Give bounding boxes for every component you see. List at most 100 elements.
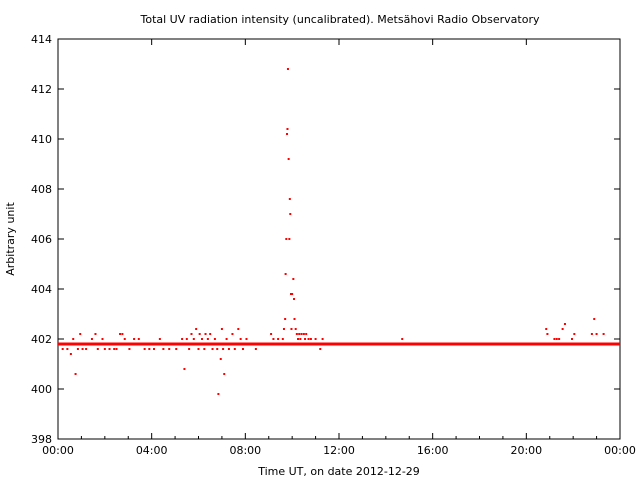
data-point — [284, 318, 287, 320]
data-point — [225, 338, 228, 340]
data-point — [546, 333, 549, 335]
data-point — [279, 343, 282, 345]
data-point — [298, 333, 301, 335]
data-point — [573, 333, 576, 335]
data-point — [133, 338, 136, 340]
data-point — [289, 213, 292, 215]
data-point — [183, 368, 186, 370]
data-point — [321, 338, 324, 340]
data-point — [192, 338, 195, 340]
plot-frame — [57, 38, 621, 440]
data-point — [220, 328, 223, 330]
data-point — [288, 198, 291, 200]
data-point — [143, 348, 146, 350]
data-points — [58, 68, 620, 395]
data-point — [233, 348, 236, 350]
data-point — [561, 328, 564, 330]
data-point — [293, 298, 296, 300]
data-point — [286, 68, 289, 70]
data-point — [295, 333, 298, 335]
data-point — [284, 273, 287, 275]
data-point — [593, 318, 596, 320]
data-point — [555, 338, 558, 340]
y-axis: 398 400 402 404 406 408 410 412 414 — [31, 33, 620, 446]
data-point — [227, 348, 230, 350]
data-point — [222, 348, 225, 350]
data-point — [308, 343, 311, 345]
data-point — [198, 333, 201, 335]
data-point — [188, 348, 191, 350]
data-point — [181, 338, 184, 340]
data-point — [123, 338, 126, 340]
data-point — [286, 133, 289, 135]
x-tick-label: 12:00 — [323, 444, 355, 457]
x-tick-label: 08:00 — [229, 444, 261, 457]
data-point — [563, 323, 566, 325]
data-point — [249, 343, 252, 345]
data-point — [195, 328, 198, 330]
x-axis-label: Time UT, on date 2012-12-29 — [257, 465, 420, 478]
data-point — [558, 338, 561, 340]
data-point — [128, 348, 131, 350]
y-axis-label: Arbitrary unit — [4, 202, 17, 276]
x-tick-label: 20:00 — [510, 444, 542, 457]
data-point — [292, 278, 295, 280]
data-point — [211, 348, 214, 350]
y-tick-label: 402 — [31, 333, 52, 346]
data-point — [277, 338, 280, 340]
y-tick-label: 406 — [31, 233, 52, 246]
data-point — [290, 328, 293, 330]
data-point — [312, 343, 315, 345]
data-point — [288, 238, 291, 240]
y-tick-label: 408 — [31, 183, 52, 196]
y-tick-label: 410 — [31, 133, 52, 146]
data-point — [76, 348, 79, 350]
data-point — [287, 158, 290, 160]
data-point — [302, 333, 305, 335]
data-point — [153, 348, 156, 350]
data-point — [175, 348, 178, 350]
data-point — [272, 338, 275, 340]
data-point — [223, 373, 226, 375]
data-point — [291, 293, 294, 295]
data-point — [217, 393, 220, 395]
data-point — [168, 348, 171, 350]
data-point — [66, 348, 69, 350]
data-point — [545, 328, 548, 330]
data-point — [595, 333, 598, 335]
data-point — [307, 338, 310, 340]
y-tick-label: 400 — [31, 383, 52, 396]
data-point — [602, 333, 605, 335]
data-point — [197, 348, 200, 350]
data-point — [148, 348, 151, 350]
data-point — [304, 338, 307, 340]
data-point — [209, 333, 212, 335]
data-point — [285, 238, 288, 240]
data-point — [115, 348, 118, 350]
data-point — [239, 338, 242, 340]
data-point — [274, 343, 277, 345]
data-point — [113, 348, 116, 350]
data-point — [289, 293, 292, 295]
data-point — [300, 333, 303, 335]
data-point — [213, 338, 216, 340]
x-axis: 00:00 04:00 08:00 12:00 16:00 20:00 00:00 — [42, 39, 636, 457]
y-tick-label: 398 — [31, 433, 52, 446]
data-point — [137, 338, 140, 340]
x-tick-label: 04:00 — [136, 444, 168, 457]
data-point — [108, 348, 111, 350]
data-point — [254, 348, 257, 350]
data-point — [237, 328, 240, 330]
data-point — [401, 338, 404, 340]
data-point — [162, 348, 165, 350]
data-point — [101, 338, 104, 340]
data-point — [297, 338, 300, 340]
data-point — [309, 338, 312, 340]
data-point — [270, 333, 273, 335]
data-point — [245, 338, 248, 340]
data-point — [79, 333, 82, 335]
data-point — [158, 338, 161, 340]
data-point — [72, 338, 75, 340]
data-point — [282, 328, 285, 330]
data-point — [316, 343, 319, 345]
